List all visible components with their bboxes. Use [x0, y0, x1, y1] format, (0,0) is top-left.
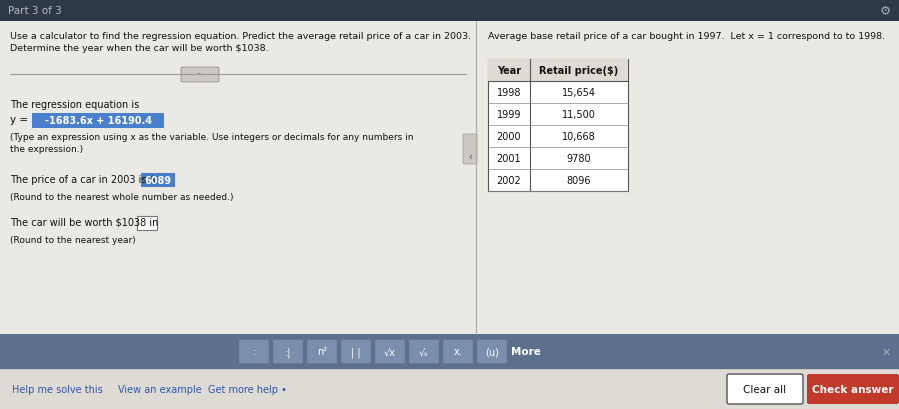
- Text: ‹: ‹: [468, 152, 472, 162]
- Text: √ₖ: √ₖ: [419, 347, 429, 357]
- Text: n²: n²: [317, 347, 327, 357]
- Bar: [0, 369, 899, 409]
- FancyBboxPatch shape: [273, 339, 303, 364]
- Text: (Round to the nearest year): (Round to the nearest year): [10, 236, 136, 245]
- Text: 10,668: 10,668: [562, 132, 596, 142]
- Text: :: :: [253, 347, 255, 357]
- Bar: [0, 22, 899, 334]
- Text: Help me solve this: Help me solve this: [12, 384, 102, 394]
- Text: 2000: 2000: [496, 132, 521, 142]
- Text: More: More: [511, 347, 541, 357]
- FancyBboxPatch shape: [181, 68, 219, 83]
- Bar: [488, 60, 628, 82]
- Text: Retail price($): Retail price($): [539, 66, 619, 76]
- Bar: [488, 60, 628, 191]
- Text: -1683.6x + 16190.4: -1683.6x + 16190.4: [44, 116, 152, 126]
- Text: 15,654: 15,654: [562, 88, 596, 98]
- Text: 1998: 1998: [497, 88, 521, 98]
- Text: √x: √x: [384, 347, 396, 357]
- FancyBboxPatch shape: [727, 374, 803, 404]
- Text: 9780: 9780: [566, 154, 592, 164]
- Text: y =: y =: [10, 115, 31, 125]
- Text: | |: | |: [352, 346, 360, 357]
- Text: View an example: View an example: [118, 384, 201, 394]
- Text: the expression.): the expression.): [10, 145, 83, 154]
- Text: 2001: 2001: [496, 154, 521, 164]
- Text: 11,500: 11,500: [562, 110, 596, 120]
- Text: Average base retail price of a car bought in 1997.  Let x = 1 correspond to to 1: Average base retail price of a car bough…: [488, 32, 886, 41]
- Text: (u): (u): [485, 347, 499, 357]
- Text: ✕: ✕: [882, 347, 891, 357]
- Text: Clear all: Clear all: [743, 384, 787, 394]
- FancyBboxPatch shape: [32, 114, 164, 129]
- Text: ⚙: ⚙: [880, 4, 891, 18]
- Text: The regression equation is: The regression equation is: [10, 100, 139, 110]
- FancyBboxPatch shape: [443, 339, 473, 364]
- Text: The price of a car in 2003 is $: The price of a car in 2003 is $: [10, 175, 159, 184]
- Text: 2002: 2002: [496, 175, 521, 186]
- FancyBboxPatch shape: [375, 339, 405, 364]
- FancyBboxPatch shape: [141, 173, 175, 188]
- Text: (Round to the nearest whole number as needed.): (Round to the nearest whole number as ne…: [10, 193, 234, 202]
- FancyBboxPatch shape: [137, 216, 157, 230]
- Text: Part 3 of 3: Part 3 of 3: [8, 6, 62, 16]
- Text: :|: :|: [285, 346, 291, 357]
- Text: ···: ···: [197, 70, 203, 79]
- Text: 1999: 1999: [497, 110, 521, 120]
- FancyBboxPatch shape: [409, 339, 439, 364]
- Bar: [0, 0, 899, 22]
- FancyBboxPatch shape: [477, 339, 507, 364]
- Text: Determine the year when the car will be worth $1038.: Determine the year when the car will be …: [10, 44, 269, 53]
- FancyBboxPatch shape: [463, 135, 477, 164]
- Text: 8096: 8096: [566, 175, 592, 186]
- FancyBboxPatch shape: [807, 374, 899, 404]
- FancyBboxPatch shape: [307, 339, 337, 364]
- Bar: [0, 334, 899, 369]
- Text: (Type an expression using x as the variable. Use integers or decimals for any nu: (Type an expression using x as the varia…: [10, 133, 414, 142]
- Text: 6089: 6089: [145, 175, 172, 186]
- Text: Use a calculator to find the regression equation. Predict the average retail pri: Use a calculator to find the regression …: [10, 32, 471, 41]
- Text: Year: Year: [497, 66, 521, 76]
- FancyBboxPatch shape: [239, 339, 269, 364]
- FancyBboxPatch shape: [341, 339, 371, 364]
- Text: The car will be worth $1038 in: The car will be worth $1038 in: [10, 218, 158, 227]
- Text: Get more help •: Get more help •: [208, 384, 287, 394]
- Text: x.: x.: [454, 347, 462, 357]
- Text: Check answer: Check answer: [813, 384, 894, 394]
